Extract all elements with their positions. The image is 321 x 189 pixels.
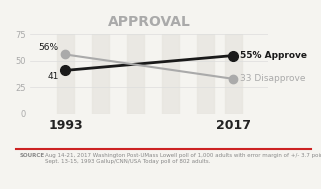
Text: 41: 41 xyxy=(47,72,58,81)
Text: SOURCE: SOURCE xyxy=(19,153,44,158)
Bar xyxy=(92,34,109,114)
Text: 56%: 56% xyxy=(38,43,58,52)
Text: Aug 14-21, 2017 Washington Post-UMass Lowell poll of 1,000 adults with error mar: Aug 14-21, 2017 Washington Post-UMass Lo… xyxy=(45,153,321,164)
Title: APPROVAL: APPROVAL xyxy=(108,15,191,29)
Text: 33 Disapprove: 33 Disapprove xyxy=(240,74,306,83)
Bar xyxy=(57,34,74,114)
Text: 55% Approve: 55% Approve xyxy=(240,51,307,60)
Bar xyxy=(127,34,144,114)
Bar xyxy=(162,34,179,114)
Bar xyxy=(225,34,242,114)
Bar xyxy=(197,34,214,114)
